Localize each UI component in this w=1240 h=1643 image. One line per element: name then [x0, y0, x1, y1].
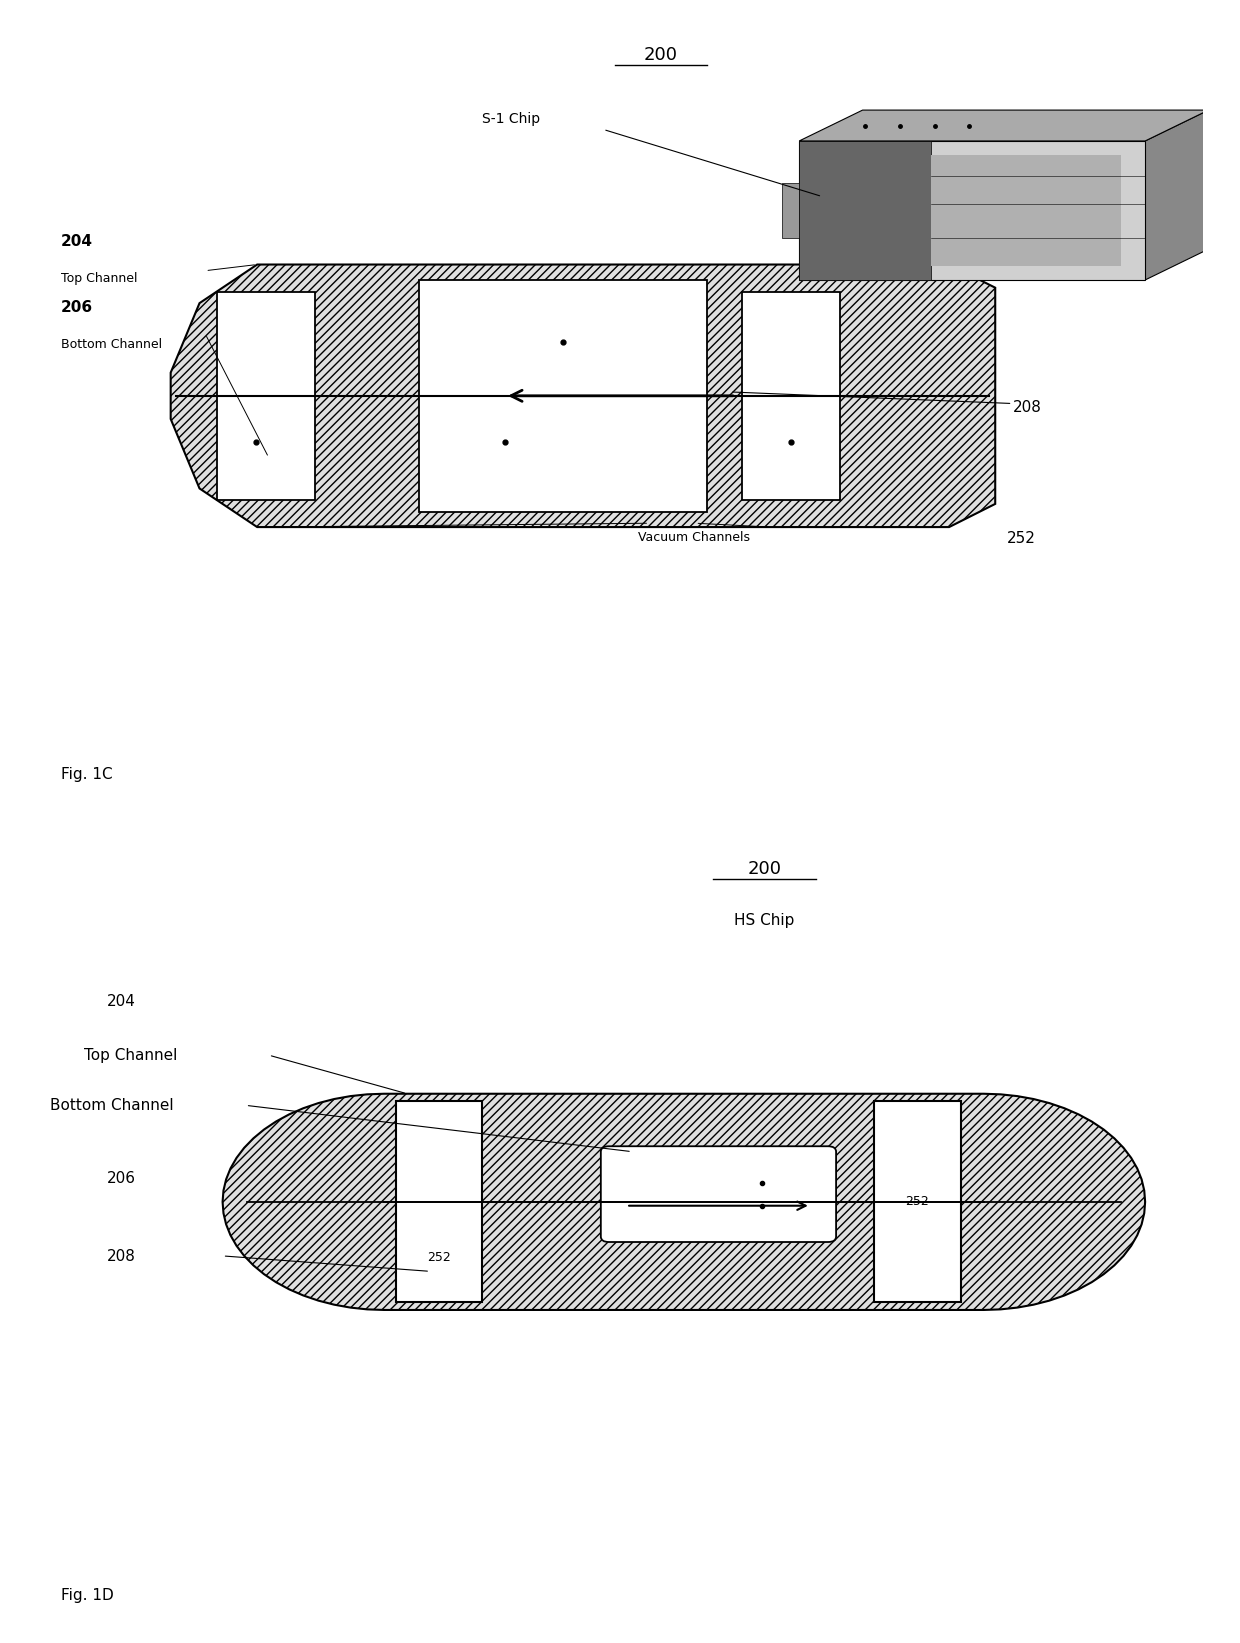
Text: Top Channel: Top Channel: [61, 273, 138, 286]
Text: 200: 200: [644, 46, 678, 64]
Text: Bottom Channel: Bottom Channel: [61, 338, 162, 352]
Text: Bottom Channel: Bottom Channel: [50, 1098, 174, 1112]
Text: Fig. 1D: Fig. 1D: [61, 1589, 114, 1604]
Text: Top Channel: Top Channel: [84, 1048, 177, 1063]
Text: Vacuum Channels: Vacuum Channels: [637, 531, 750, 544]
Text: 204: 204: [108, 994, 136, 1009]
Text: 200: 200: [748, 859, 781, 877]
Bar: [800, 141, 1146, 279]
Bar: [742, 291, 839, 499]
Bar: [217, 291, 315, 499]
Text: Fig. 1C: Fig. 1C: [61, 767, 113, 782]
Polygon shape: [800, 110, 1209, 141]
Polygon shape: [171, 265, 996, 527]
FancyBboxPatch shape: [601, 1147, 836, 1242]
Text: 252: 252: [427, 1250, 450, 1263]
Bar: [782, 182, 800, 238]
Text: S-1 Chip: S-1 Chip: [482, 112, 539, 125]
Bar: [800, 141, 931, 279]
Text: 252: 252: [905, 1196, 929, 1208]
Polygon shape: [1146, 110, 1209, 279]
Bar: [419, 279, 707, 396]
Text: 206: 206: [61, 299, 93, 315]
Polygon shape: [223, 1094, 1146, 1309]
Bar: [396, 1101, 482, 1303]
Bar: [931, 154, 1121, 266]
Text: HS Chip: HS Chip: [734, 914, 795, 928]
Text: 252: 252: [1007, 531, 1035, 545]
Text: 206: 206: [108, 1171, 136, 1186]
Text: 204: 204: [61, 233, 93, 250]
Text: 208: 208: [108, 1249, 136, 1263]
Bar: [874, 1101, 961, 1303]
Text: 208: 208: [1013, 399, 1042, 416]
Bar: [419, 396, 707, 511]
